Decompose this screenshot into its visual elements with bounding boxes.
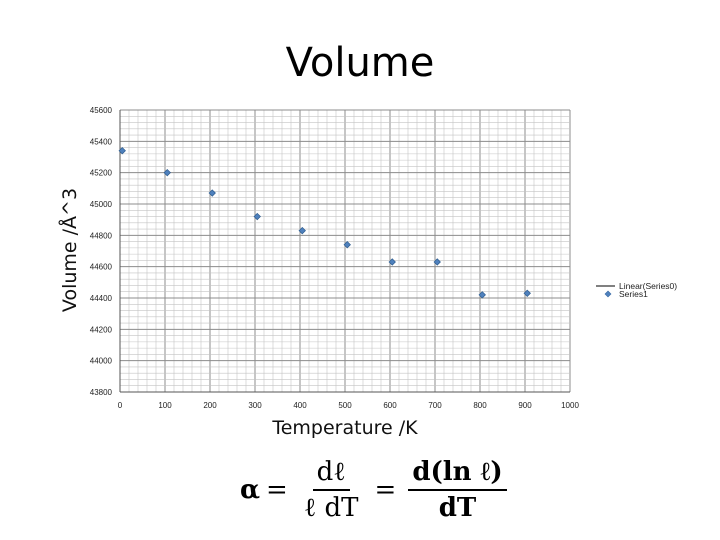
formula-fraction-2: d(ln ℓ) dT: [408, 457, 507, 523]
formula-equals-2: =: [374, 475, 397, 505]
formula-fraction-2-denominator: dT: [438, 493, 477, 523]
legend-marker-series1: [604, 290, 612, 298]
data-point: [523, 289, 531, 297]
grid: [119, 109, 571, 393]
chart-title: Volume: [285, 40, 435, 86]
x-tick-label: 300: [248, 401, 262, 410]
x-tick-label: 900: [518, 401, 532, 410]
data-point: [388, 258, 396, 266]
tick-labels: 0 100 200 300 400 500 600 700 800 900 1000 43800 440…: [90, 106, 580, 410]
formula-equals-1: =: [266, 475, 288, 505]
data-point: [208, 189, 216, 197]
legend: Series1 Linear(Series0): [596, 281, 677, 299]
x-tick-label: 400: [293, 401, 307, 410]
data-point: [163, 168, 171, 177]
data-point: [298, 226, 306, 235]
data-point: [118, 147, 126, 155]
y-tick-label: 44200: [90, 325, 113, 334]
thermal-expansion-formula: α = dℓ ℓ dT = d(ln ℓ) dT: [240, 455, 513, 525]
formula-fraction-2-numerator: d(ln ℓ): [408, 457, 507, 491]
y-tick-label: 45400: [90, 137, 113, 146]
x-tick-label: 500: [338, 401, 352, 410]
x-tick-label: 700: [428, 401, 442, 410]
y-tick-label: 45000: [90, 200, 113, 209]
x-tick-label: 200: [203, 401, 217, 410]
axes: [119, 110, 570, 393]
x-tick-label: 600: [383, 401, 397, 410]
y-tick-label: 44400: [90, 294, 113, 303]
x-tick-label: 0: [118, 401, 123, 410]
legend-label-trend: Linear(Series0): [619, 281, 677, 291]
y-tick-label: 45600: [90, 106, 113, 115]
y-tick-label: 43800: [90, 388, 113, 397]
data-point: [343, 241, 351, 249]
y-tick-label: 44000: [90, 357, 113, 366]
legend-label-series1: Series1: [619, 289, 648, 299]
x-tick-label: 1000: [561, 401, 579, 410]
y-tick-label: 44800: [90, 231, 113, 240]
formula-fraction-1: dℓ ℓ dT: [300, 457, 363, 523]
y-tick-label: 45200: [90, 169, 113, 178]
formula-alpha: α: [240, 475, 261, 505]
formula-fraction-1-numerator: dℓ: [312, 457, 350, 491]
y-axis-title: Volume /Å^3: [58, 188, 81, 312]
data-point: [253, 212, 261, 221]
y-tick-label: 44600: [90, 263, 113, 272]
data-points: [118, 147, 531, 299]
x-axis-title: Temperature /K: [271, 417, 418, 439]
formula-fraction-1-denominator: ℓ dT: [303, 493, 359, 523]
data-point: [433, 258, 441, 266]
x-tick-label: 800: [473, 401, 487, 410]
data-point: [478, 291, 486, 299]
x-tick-label: 100: [158, 401, 172, 410]
